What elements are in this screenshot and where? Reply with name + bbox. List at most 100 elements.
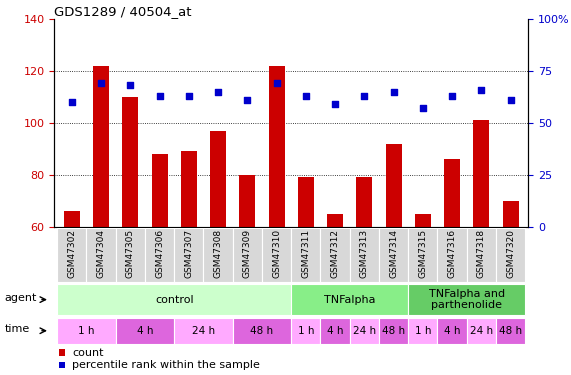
Bar [174, 318, 233, 344]
Point [96, 80, 106, 86]
Bar [320, 318, 349, 344]
Bar [327, 214, 343, 375]
Point [214, 88, 223, 94]
Text: 24 h: 24 h [353, 326, 376, 336]
Bar [268, 66, 284, 375]
Text: GSM47318: GSM47318 [477, 229, 486, 278]
Text: GSM47308: GSM47308 [214, 229, 223, 278]
Bar [59, 362, 65, 368]
Bar [496, 228, 525, 282]
Bar [408, 228, 437, 282]
Text: 1 h: 1 h [78, 326, 95, 336]
Bar [502, 201, 518, 375]
Text: 1 h: 1 h [415, 326, 431, 336]
Bar [415, 214, 431, 375]
Point [389, 88, 398, 94]
Point [301, 93, 311, 99]
Point [243, 97, 252, 103]
Bar [145, 228, 174, 282]
Text: GSM47307: GSM47307 [184, 229, 194, 278]
Text: GSM47312: GSM47312 [331, 229, 340, 278]
Text: GDS1289 / 40504_at: GDS1289 / 40504_at [54, 4, 192, 18]
Bar [437, 228, 467, 282]
Bar [298, 177, 314, 375]
Bar [496, 318, 525, 344]
Bar [349, 228, 379, 282]
Bar [379, 228, 408, 282]
Text: GSM47309: GSM47309 [243, 229, 252, 278]
Text: GSM47314: GSM47314 [389, 229, 398, 278]
Bar [203, 228, 233, 282]
Bar [116, 228, 145, 282]
Bar [467, 228, 496, 282]
Bar [291, 284, 408, 315]
Text: 48 h: 48 h [382, 326, 405, 336]
Bar [349, 318, 379, 344]
Text: GSM47304: GSM47304 [96, 229, 106, 278]
Text: GSM47320: GSM47320 [506, 229, 515, 278]
Text: count: count [72, 348, 103, 358]
Text: agent: agent [5, 293, 37, 303]
Bar [57, 318, 116, 344]
Text: 48 h: 48 h [251, 326, 274, 336]
Bar [444, 159, 460, 375]
Bar [291, 228, 320, 282]
Text: GSM47305: GSM47305 [126, 229, 135, 278]
Point [67, 99, 77, 105]
Bar [473, 120, 489, 375]
Bar [239, 175, 255, 375]
Text: TNFalpha: TNFalpha [324, 295, 376, 304]
Bar [233, 318, 291, 344]
Bar [356, 177, 372, 375]
Bar [59, 350, 65, 356]
Bar [151, 154, 168, 375]
Text: 1 h: 1 h [297, 326, 314, 336]
Point [360, 93, 369, 99]
Text: GSM47310: GSM47310 [272, 229, 281, 278]
Point [506, 97, 515, 103]
Text: time: time [5, 324, 30, 334]
Bar [467, 318, 496, 344]
Text: 4 h: 4 h [444, 326, 460, 336]
Text: control: control [155, 295, 194, 304]
Text: GSM47316: GSM47316 [448, 229, 457, 278]
Bar [408, 318, 437, 344]
Text: TNFalpha and
parthenolide: TNFalpha and parthenolide [429, 289, 505, 310]
Text: GSM47302: GSM47302 [67, 229, 77, 278]
Bar [57, 284, 291, 315]
Point [419, 105, 428, 111]
Bar [181, 152, 197, 375]
Point [155, 93, 164, 99]
Point [272, 80, 281, 86]
Text: GSM47306: GSM47306 [155, 229, 164, 278]
Bar [86, 228, 116, 282]
Text: 24 h: 24 h [192, 326, 215, 336]
Point [448, 93, 457, 99]
Bar [408, 284, 525, 315]
Point [477, 87, 486, 93]
Bar [116, 318, 174, 344]
Bar [93, 66, 109, 375]
Point [126, 82, 135, 88]
Text: GSM47311: GSM47311 [301, 229, 310, 278]
Point [331, 101, 340, 107]
Bar [385, 144, 401, 375]
Text: 48 h: 48 h [499, 326, 522, 336]
Text: 4 h: 4 h [327, 326, 343, 336]
Bar [174, 228, 203, 282]
Text: GSM47315: GSM47315 [419, 229, 427, 278]
Bar [379, 318, 408, 344]
Bar [320, 228, 349, 282]
Bar [437, 318, 467, 344]
Text: 4 h: 4 h [136, 326, 153, 336]
Bar [233, 228, 262, 282]
Text: percentile rank within the sample: percentile rank within the sample [72, 360, 260, 370]
Bar [57, 228, 86, 282]
Bar [210, 130, 226, 375]
Bar [122, 97, 138, 375]
Point [184, 93, 194, 99]
Bar [262, 228, 291, 282]
Text: GSM47313: GSM47313 [360, 229, 369, 278]
Bar [291, 318, 320, 344]
Bar [64, 211, 80, 375]
